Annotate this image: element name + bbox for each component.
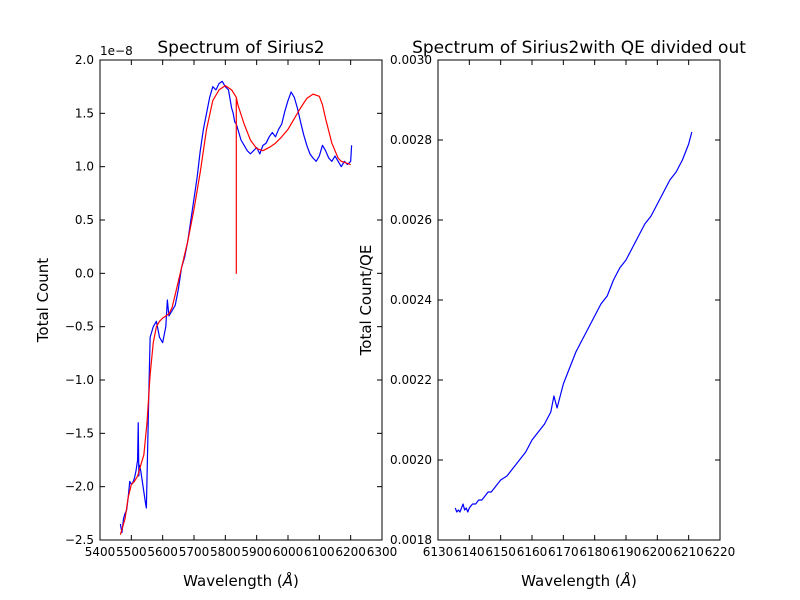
right-y-tick-label: 0.0020 <box>390 453 432 467</box>
right-x-axis-label-text: Wavelength ( <box>521 572 621 590</box>
right-y-tick-label: 0.0022 <box>390 373 432 387</box>
left-series-fit-line <box>119 85 351 535</box>
right-x-tick-label: 6140 <box>454 545 485 559</box>
right-ticks-group: 6130 6140 6150 6160 6170 6180 6190 6200 6210 6220… <box>390 53 735 559</box>
right-series-group <box>454 131 693 513</box>
left-x-tick-label: 5400 <box>85 545 116 559</box>
left-y-tick-label: 0.0 <box>75 266 94 280</box>
left-ticks-group: 5400 5500 5600 5700 5800 5900 6000 6100 6200 6300… <box>65 53 397 559</box>
left-x-tick-label: 6200 <box>335 545 366 559</box>
left-x-tick-label: 5600 <box>147 545 178 559</box>
right-series-data-line <box>454 131 693 513</box>
left-y-tick-label: −2.5 <box>65 533 94 547</box>
left-x-axis-label-close: ) <box>293 572 299 590</box>
left-plot-area <box>100 60 382 540</box>
left-y-tick-label: −1.5 <box>65 426 94 440</box>
right-x-tick-label: 6130 <box>423 545 454 559</box>
right-y-tick-label: 0.0018 <box>390 533 432 547</box>
right-chart-title: Spectrum of Sirius2with QE divided out <box>412 38 746 58</box>
left-series-group <box>119 80 353 535</box>
right-subplot: 6130 6140 6150 6160 6170 6180 6190 6200 6210 6220… <box>357 38 746 590</box>
right-x-tick-label: 6160 <box>517 545 548 559</box>
left-x-axis-label: Wavelength (Å) <box>183 571 299 590</box>
right-x-tick-label: 6210 <box>673 545 704 559</box>
right-x-tick-label: 6180 <box>579 545 610 559</box>
right-x-tick-label: 6190 <box>611 545 642 559</box>
right-x-tick-label: 6170 <box>548 545 579 559</box>
right-y-tick-label: 0.0026 <box>390 213 432 227</box>
right-x-axis-label: Wavelength (Å) <box>521 571 637 590</box>
left-y-tick-label: −0.5 <box>65 320 94 334</box>
left-y-tick-label: 0.5 <box>75 213 94 227</box>
right-y-axis-label: Total Count/QE <box>357 245 375 357</box>
left-chart-title: Spectrum of Sirius2 <box>157 38 324 58</box>
left-series-data-line <box>119 80 353 534</box>
right-x-tick-label: 6200 <box>642 545 673 559</box>
left-x-tick-label: 5900 <box>241 545 272 559</box>
left-x-tick-label: 5500 <box>116 545 147 559</box>
left-offset-text: 1e−8 <box>100 44 133 58</box>
right-y-tick-label: 0.0028 <box>390 133 432 147</box>
left-x-tick-label: 6100 <box>304 545 335 559</box>
right-x-tick-label: 6220 <box>705 545 736 559</box>
right-x-tick-label: 6150 <box>485 545 516 559</box>
left-x-tick-label: 5800 <box>210 545 241 559</box>
left-axes-frame <box>99 59 383 541</box>
left-x-axis-label-text: Wavelength ( <box>183 572 283 590</box>
left-y-tick-label: −2.0 <box>65 480 94 494</box>
left-x-axis-label-unit: Å <box>282 571 293 590</box>
left-x-tick-label: 5700 <box>179 545 210 559</box>
left-y-axis-label: Total Count <box>34 258 52 343</box>
right-y-tick-label: 0.0024 <box>390 293 432 307</box>
left-y-tick-label: 1.0 <box>75 160 94 174</box>
right-axes-frame <box>437 59 721 541</box>
right-x-axis-label-close: ) <box>631 572 637 590</box>
left-x-tick-label: 6300 <box>367 545 398 559</box>
left-y-tick-label: −1.0 <box>65 373 94 387</box>
left-subplot: 5400 5500 5600 5700 5800 5900 6000 6100 6200 6300… <box>34 38 397 590</box>
right-y-tick-label: 0.0030 <box>390 53 432 67</box>
right-x-axis-label-unit: Å <box>620 571 631 590</box>
left-y-tick-label: 1.5 <box>75 106 94 120</box>
left-x-tick-label: 6000 <box>273 545 304 559</box>
left-y-tick-label: 2.0 <box>75 53 94 67</box>
right-plot-area <box>438 60 720 540</box>
